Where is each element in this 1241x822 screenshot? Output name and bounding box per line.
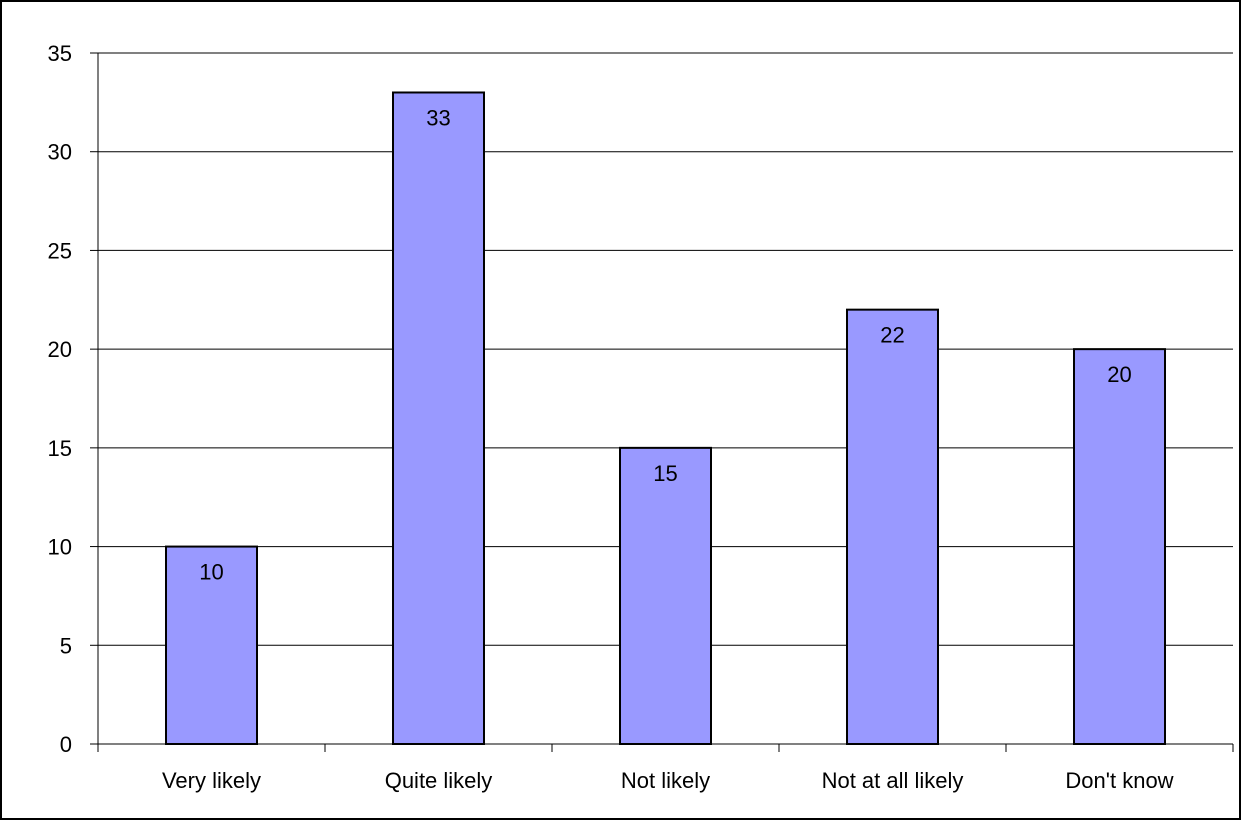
bar bbox=[846, 308, 939, 745]
data-labels: 10 33 15 22 20 bbox=[199, 105, 1131, 584]
bar bbox=[392, 91, 485, 745]
bar bbox=[1073, 348, 1166, 745]
x-category-label: Very likely bbox=[162, 768, 261, 793]
y-tick-label: 0 bbox=[60, 732, 72, 757]
x-category-label: Don't know bbox=[1065, 768, 1173, 793]
x-category-label: Not likely bbox=[621, 768, 710, 793]
axes bbox=[97, 53, 1233, 745]
data-label: 33 bbox=[426, 105, 450, 130]
bar bbox=[619, 446, 712, 745]
x-category-label: Quite likely bbox=[385, 768, 493, 793]
y-tick-label: 30 bbox=[48, 140, 72, 165]
y-tick-label: 35 bbox=[48, 41, 72, 66]
y-tick-label: 25 bbox=[48, 238, 72, 263]
x-axis-ticks: Very likely Quite likely Not likely Not at … bbox=[97, 744, 1234, 793]
y-tick-label: 10 bbox=[48, 535, 72, 560]
data-label: 22 bbox=[880, 323, 904, 348]
data-label: 15 bbox=[653, 461, 677, 486]
y-tick-label: 15 bbox=[48, 436, 72, 461]
data-label: 20 bbox=[1107, 362, 1131, 387]
y-axis-ticks: 0 5 10 15 20 25 30 35 bbox=[48, 41, 98, 757]
bars bbox=[165, 91, 1166, 745]
y-tick-label: 5 bbox=[60, 633, 72, 658]
y-tick-label: 20 bbox=[48, 337, 72, 362]
x-category-label: Not at all likely bbox=[822, 768, 964, 793]
data-label: 10 bbox=[199, 560, 223, 585]
